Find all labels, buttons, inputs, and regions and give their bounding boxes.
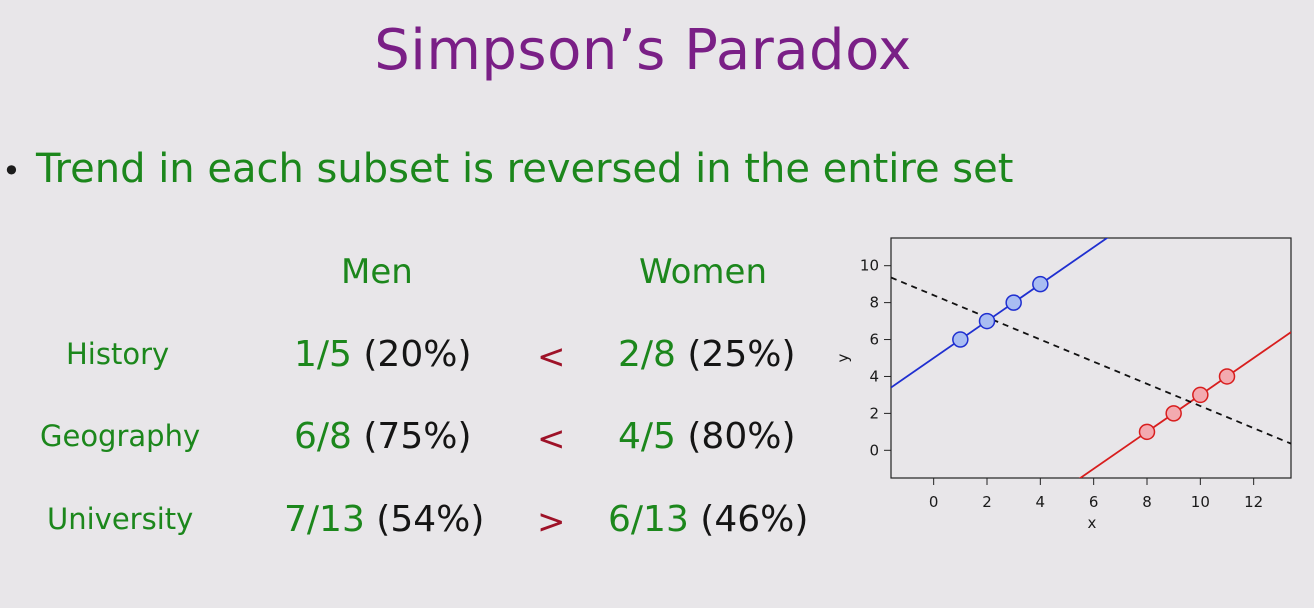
x-tick-label: 0	[929, 493, 939, 511]
y-tick-label: 10	[860, 257, 879, 275]
series-2-point-1	[1138, 423, 1156, 441]
series-1-point-4	[1032, 275, 1049, 293]
bullet-marker: •	[2, 152, 21, 190]
row-label-history: History	[66, 337, 170, 371]
y-axis-label: y	[836, 353, 852, 362]
row-label-university: University	[47, 502, 194, 536]
x-tick-label: 10	[1191, 493, 1210, 511]
y-tick-label: 8	[869, 294, 879, 312]
y-tick-label: 4	[869, 367, 879, 385]
series-2-point-4	[1218, 368, 1236, 385]
men-university-percent: (54%)	[376, 499, 485, 540]
comparison-university: >	[537, 502, 566, 542]
x-tick-label: 8	[1142, 493, 1152, 511]
x-tick-label: 2	[982, 493, 992, 511]
x-tick-label: 6	[1089, 493, 1099, 511]
bullet-text: Trend in each subset is reversed in the …	[36, 146, 1014, 192]
series-1-fit-line	[891, 238, 1109, 389]
series-1-point-3	[1005, 294, 1022, 311]
women-geography-percent: (80%)	[687, 416, 796, 457]
series-2-point-2	[1165, 405, 1182, 422]
comparison-history: <	[537, 337, 566, 377]
men-geography-percent: (75%)	[363, 416, 472, 457]
simpson-scatter-chart: 0 2 4 6 8 10 12 0 2 4 6 8 10 x y	[836, 237, 1292, 532]
y-tick-label: 6	[869, 331, 879, 349]
y-tick-label: 2	[869, 404, 879, 422]
women-geography-rate: 4/5 (80%)	[618, 419, 796, 455]
slide-title: Simpson’s Paradox	[374, 18, 912, 83]
women-geography-fraction: 4/5	[618, 416, 676, 457]
men-geography-fraction: 6/8	[294, 416, 352, 457]
men-history-fraction: 1/5	[294, 334, 352, 375]
bullet-item: • Trend in each subset is reversed in the…	[0, 146, 1013, 192]
women-history-percent: (25%)	[687, 334, 796, 375]
overall-fit-line	[891, 276, 1291, 445]
comparison-geography: <	[537, 419, 566, 459]
row-label-geography: Geography	[40, 419, 201, 453]
column-header-women: Women	[639, 252, 768, 292]
men-university-fraction: 7/13	[284, 499, 365, 540]
women-university-rate: 6/13 (46%)	[608, 502, 808, 538]
women-university-percent: (46%)	[700, 499, 809, 540]
x-tick-label: 4	[1036, 493, 1046, 511]
men-history-percent: (20%)	[363, 334, 472, 375]
column-header-men: Men	[341, 252, 413, 292]
plot-frame	[890, 237, 1292, 479]
series-2-point-3	[1192, 386, 1209, 404]
x-axis-label: x	[1088, 514, 1097, 532]
series-1-point-2	[978, 312, 996, 330]
series-1-point-1	[952, 331, 969, 348]
y-tick-label: 0	[869, 441, 879, 459]
women-history-rate: 2/8 (25%)	[618, 337, 796, 373]
men-university-rate: 7/13 (54%)	[284, 502, 484, 538]
women-university-fraction: 6/13	[608, 499, 689, 540]
men-history-rate: 1/5 (20%)	[294, 337, 472, 373]
men-geography-rate: 6/8 (75%)	[294, 419, 472, 455]
women-history-fraction: 2/8	[618, 334, 676, 375]
x-tick-label: 12	[1244, 493, 1263, 511]
